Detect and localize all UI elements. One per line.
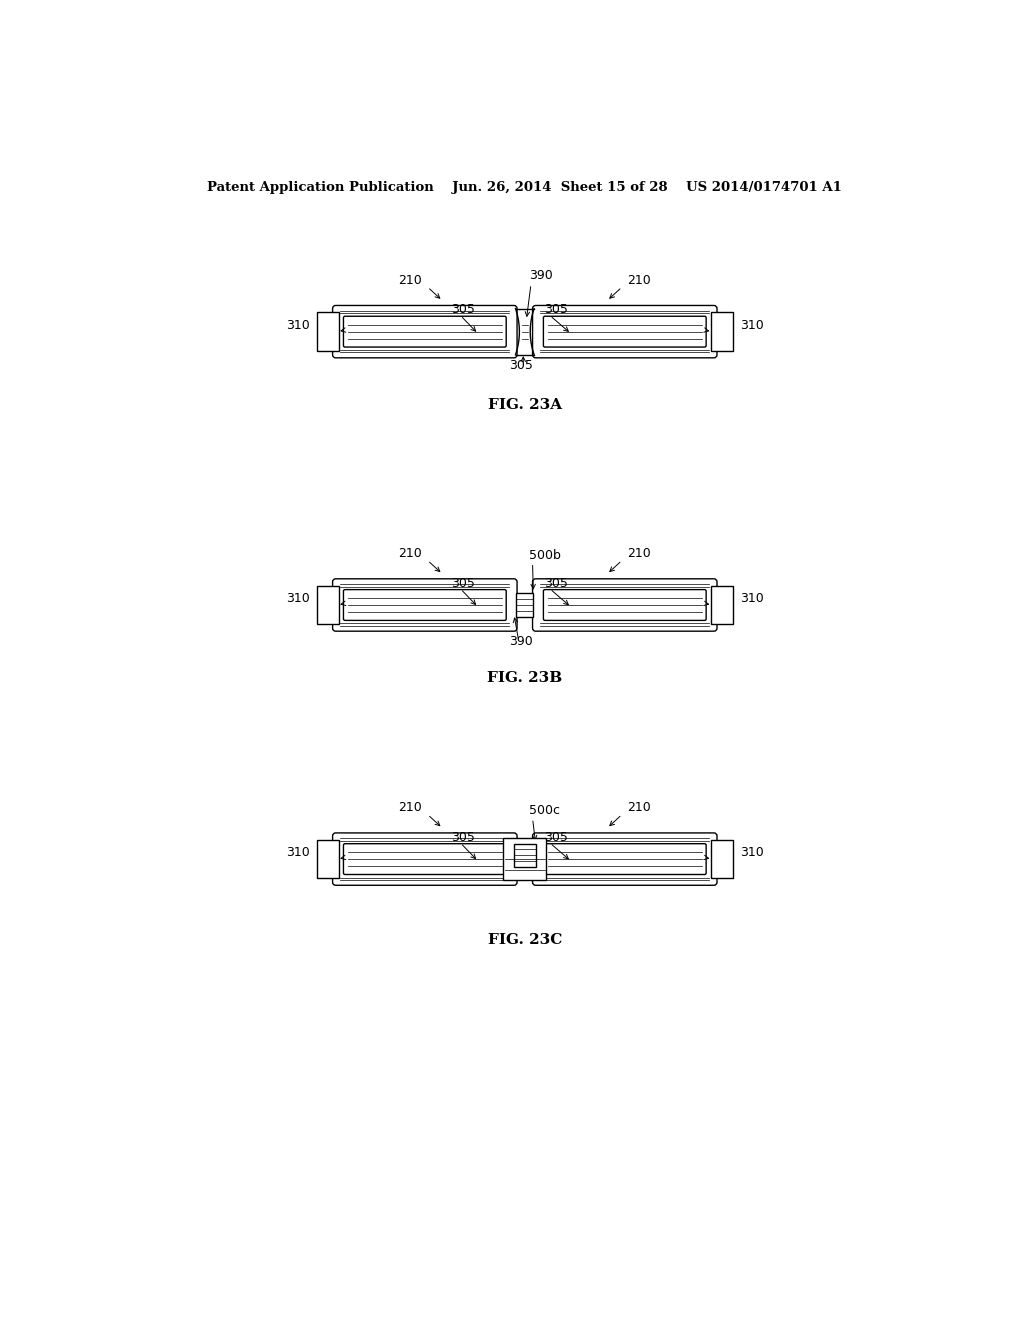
Text: 210: 210: [628, 548, 651, 560]
Bar: [711, 840, 732, 878]
FancyBboxPatch shape: [544, 317, 707, 347]
Text: 500c: 500c: [528, 804, 560, 817]
Text: 210: 210: [628, 275, 651, 286]
Text: 310: 310: [286, 318, 309, 331]
Bar: [317, 586, 339, 624]
Text: 310: 310: [286, 846, 309, 859]
Text: 210: 210: [398, 548, 422, 560]
Text: FIG. 23C: FIG. 23C: [487, 933, 562, 946]
Text: 305: 305: [545, 830, 568, 843]
Bar: [711, 586, 732, 624]
Text: 305: 305: [452, 830, 475, 843]
Text: 500b: 500b: [528, 549, 560, 562]
FancyBboxPatch shape: [343, 317, 506, 347]
Text: Patent Application Publication    Jun. 26, 2014  Sheet 15 of 28    US 2014/01747: Patent Application Publication Jun. 26, …: [208, 181, 842, 194]
Bar: [504, 838, 546, 880]
Text: 305: 305: [545, 304, 568, 317]
Text: 305: 305: [545, 577, 568, 590]
Bar: [711, 313, 732, 351]
Text: 310: 310: [740, 318, 764, 331]
Text: 310: 310: [740, 846, 764, 859]
Text: 210: 210: [628, 801, 651, 814]
Text: 305: 305: [509, 359, 532, 372]
Text: 310: 310: [286, 591, 309, 605]
Text: 305: 305: [452, 577, 475, 590]
FancyBboxPatch shape: [544, 590, 707, 620]
Text: 390: 390: [509, 635, 532, 648]
FancyBboxPatch shape: [343, 843, 506, 875]
Text: 305: 305: [452, 304, 475, 317]
FancyBboxPatch shape: [343, 590, 506, 620]
Bar: [514, 843, 536, 867]
Text: 210: 210: [398, 275, 422, 286]
Text: 390: 390: [528, 269, 552, 282]
Bar: [516, 593, 534, 618]
Bar: [317, 313, 339, 351]
FancyBboxPatch shape: [544, 843, 707, 875]
Text: FIG. 23A: FIG. 23A: [487, 397, 562, 412]
Text: 310: 310: [740, 591, 764, 605]
Bar: [317, 840, 339, 878]
Text: 210: 210: [398, 801, 422, 814]
Text: FIG. 23B: FIG. 23B: [487, 671, 562, 685]
